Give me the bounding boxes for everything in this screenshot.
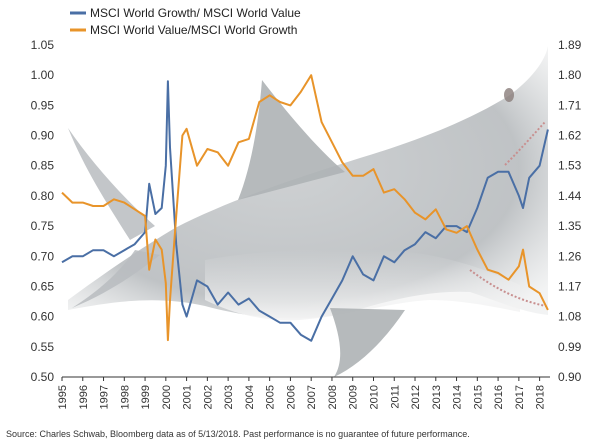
shark-body <box>68 46 548 319</box>
right-tick-label: 1.80 <box>558 68 582 82</box>
x-tick-label: 1995 <box>57 385 69 409</box>
shark-mouth-upper <box>504 121 546 166</box>
x-tick-label: 1996 <box>78 385 90 409</box>
left-axis: 0.50 0.55 0.60 0.65 0.70 0.75 0.80 0.85 0.90 0.95… <box>31 38 55 384</box>
x-tick-label: 2004 <box>244 385 256 409</box>
x-tick-label: 2015 <box>472 385 484 409</box>
left-tick-label: 0.75 <box>31 219 55 233</box>
x-tick-label: 2000 <box>161 385 173 409</box>
x-tick-label: 1998 <box>119 385 131 409</box>
series-layer <box>61 74 549 342</box>
shark-belly <box>205 249 520 321</box>
x-tick-label: 2014 <box>452 385 464 409</box>
left-tick-label: 1.00 <box>31 68 55 82</box>
shark-mouth <box>469 269 547 307</box>
x-tick-label: 2017 <box>514 385 526 409</box>
x-tick-label: 1999 <box>140 385 152 409</box>
x-tick-label: 2012 <box>410 385 422 409</box>
left-tick-label: 0.60 <box>31 310 55 324</box>
x-tick-label: 2007 <box>306 385 318 409</box>
left-tick-label: 0.85 <box>31 159 55 173</box>
right-tick-label: 1.53 <box>558 159 582 173</box>
legend-label-growth-value: MSCI World Growth/ MSCI World Value <box>90 6 301 20</box>
left-tick-label: 0.95 <box>31 98 55 112</box>
right-tick-label: 1.35 <box>558 219 582 233</box>
shark-dorsal-fin <box>238 80 345 200</box>
right-tick-label: 0.99 <box>558 340 582 354</box>
left-tick-label: 0.50 <box>31 370 55 384</box>
x-axis: 1995 1996 1997 1998 1999 2000 2001 2002 2003 2004… <box>57 376 550 409</box>
x-tick-label: 2018 <box>535 385 547 409</box>
shark-tail-upper <box>68 128 155 240</box>
x-tick-label: 2016 <box>493 385 505 409</box>
right-tick-label: 1.89 <box>558 38 582 52</box>
x-tick-label: 2013 <box>431 385 443 409</box>
left-tick-label: 0.70 <box>31 249 55 263</box>
legend: MSCI World Growth/ MSCI World Value MSCI… <box>70 6 301 37</box>
right-tick-label: 1.26 <box>558 249 582 263</box>
legend-label-value-growth: MSCI World Value/MSCI World Growth <box>90 23 297 37</box>
series-line-value-growth <box>61 74 549 342</box>
right-tick-label: 1.44 <box>558 189 582 203</box>
x-tick-label: 2011 <box>389 385 401 409</box>
x-tick-label: 2002 <box>202 385 214 409</box>
right-tick-label: 1.17 <box>558 279 582 293</box>
shark-pectoral-fin <box>330 308 405 377</box>
source-note: Source: Charles Schwab, Bloomberg data a… <box>6 429 470 439</box>
shark-illustration <box>68 46 548 377</box>
x-tick-label: 2009 <box>348 385 360 409</box>
left-tick-label: 0.55 <box>31 340 55 354</box>
left-tick-label: 0.65 <box>31 279 55 293</box>
right-axis: 0.90 0.99 1.08 1.17 1.26 1.35 1.44 1.53 1.62 1.71… <box>558 38 582 384</box>
x-tick-label: 2001 <box>182 385 194 409</box>
right-tick-label: 0.90 <box>558 370 582 384</box>
right-tick-label: 1.71 <box>558 98 582 112</box>
x-tick-label: 2010 <box>368 385 380 409</box>
x-tick-label: 2003 <box>223 385 235 409</box>
shark-tail-lower <box>72 250 160 308</box>
x-tick-label: 2006 <box>285 385 297 409</box>
left-tick-label: 0.90 <box>31 129 55 143</box>
left-tick-label: 1.05 <box>31 38 55 52</box>
left-tick-label: 0.80 <box>31 189 55 203</box>
x-tick-label: 2005 <box>265 385 277 409</box>
x-tick-label: 1997 <box>99 385 111 409</box>
x-tick-label: 2008 <box>327 385 339 409</box>
right-tick-label: 1.62 <box>558 129 582 143</box>
shark-eye <box>504 88 514 102</box>
right-tick-label: 1.08 <box>558 310 582 324</box>
